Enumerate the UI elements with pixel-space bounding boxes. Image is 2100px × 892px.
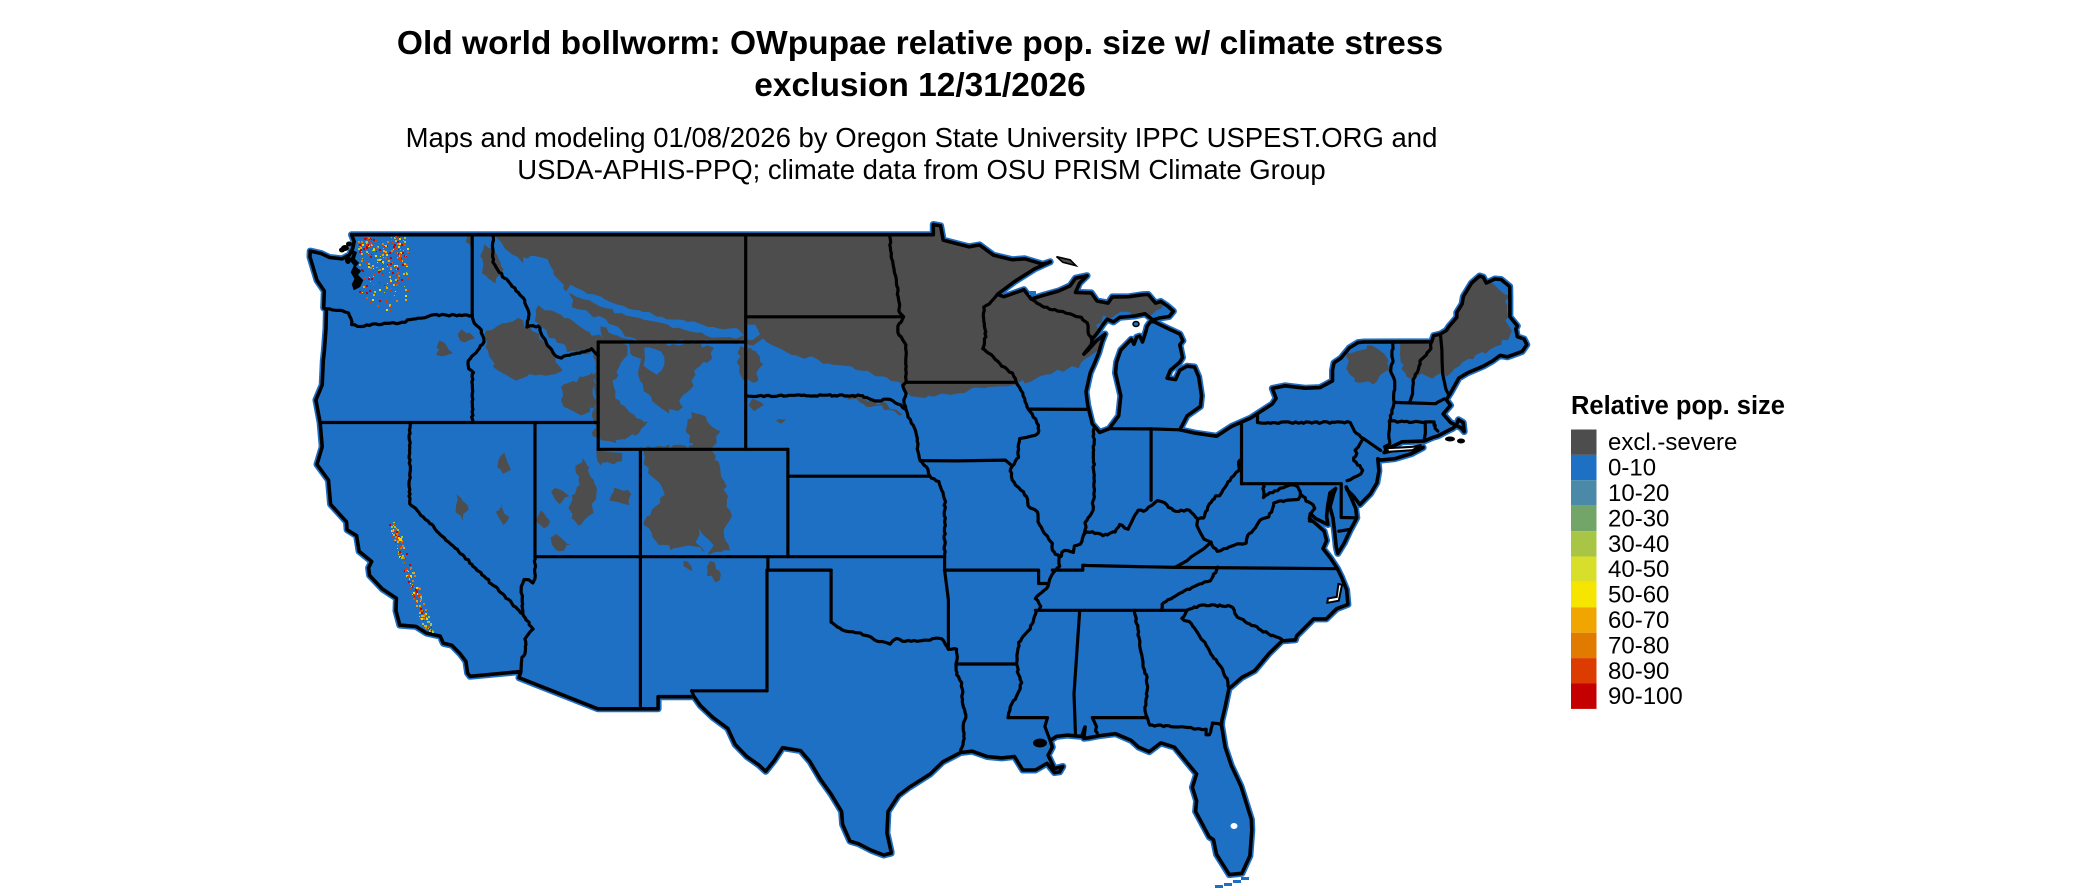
svg-text:10-20: 10-20 — [1608, 480, 1669, 507]
svg-text:80-90: 80-90 — [1608, 658, 1669, 685]
svg-text:30-40: 30-40 — [1608, 531, 1669, 558]
svg-text:60-70: 60-70 — [1608, 607, 1669, 634]
svg-text:Relative pop. size: Relative pop. size — [1571, 392, 1785, 420]
svg-text:40-50: 40-50 — [1608, 556, 1669, 583]
svg-text:20-30: 20-30 — [1608, 505, 1669, 532]
svg-text:50-60: 50-60 — [1608, 582, 1669, 609]
svg-text:excl.-severe: excl.-severe — [1608, 429, 1737, 456]
svg-text:70-80: 70-80 — [1608, 632, 1669, 659]
svg-text:0-10: 0-10 — [1608, 455, 1656, 482]
svg-text:90-100: 90-100 — [1608, 683, 1683, 710]
